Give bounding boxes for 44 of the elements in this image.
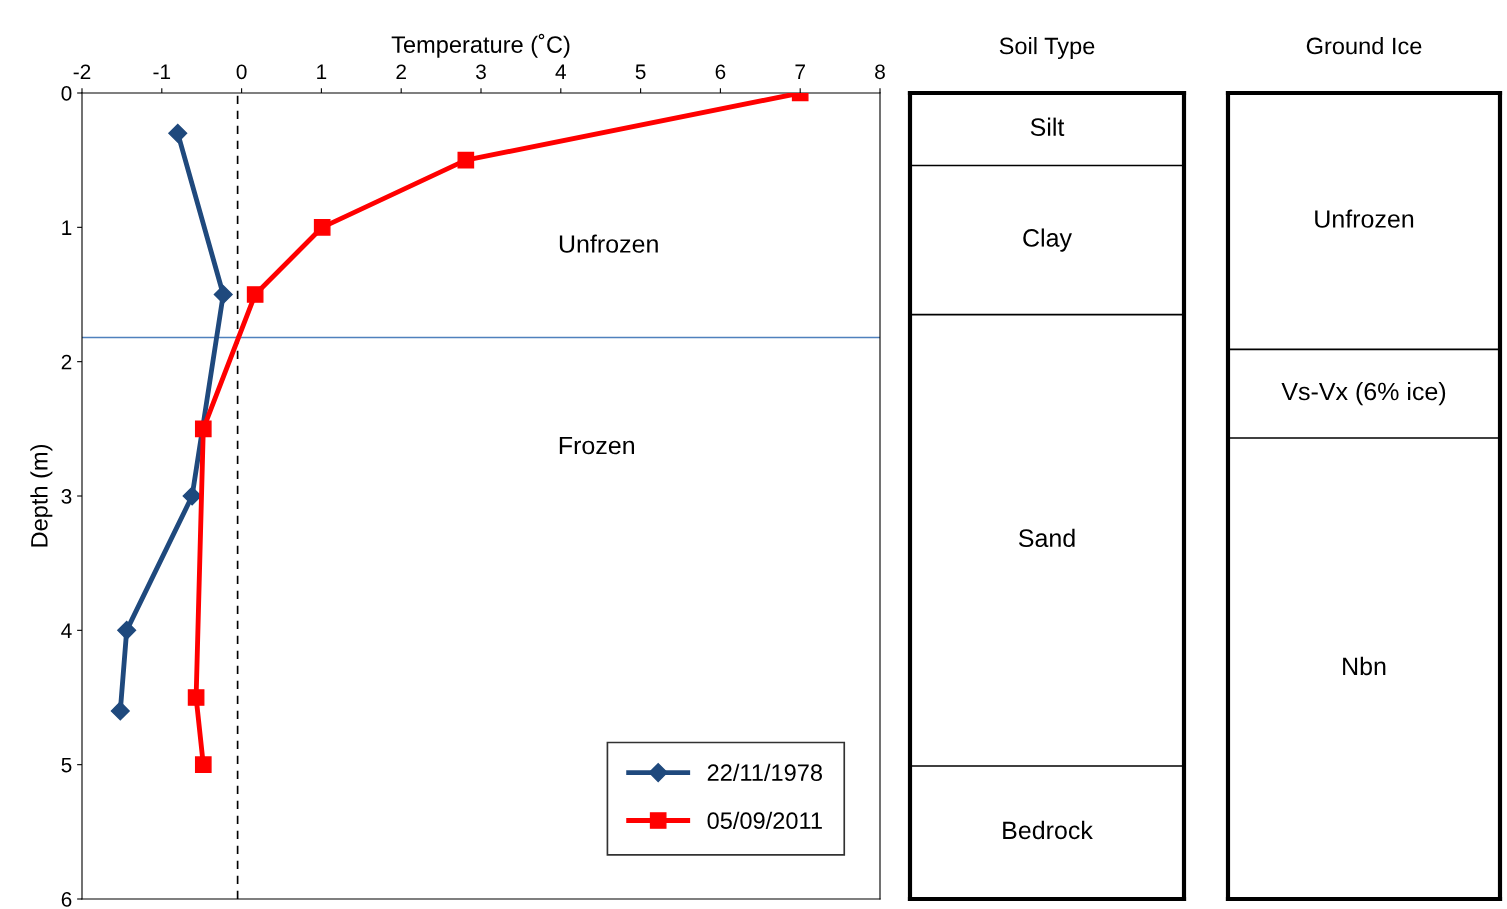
text: Soil Type bbox=[999, 37, 1095, 60]
x-tick-label: -1 bbox=[153, 64, 171, 79]
annotation: Unfrozen bbox=[559, 234, 658, 253]
annotation: Frozen bbox=[559, 436, 634, 455]
x-tick-label: 2 bbox=[396, 64, 406, 79]
x-tick-label: 7 bbox=[795, 64, 805, 79]
y-tick-label: 0 bbox=[61, 86, 72, 101]
legend-label: 05/09/2011 bbox=[707, 811, 822, 830]
point bbox=[168, 123, 188, 143]
point bbox=[182, 486, 202, 506]
y-tick-label: 5 bbox=[61, 757, 72, 773]
y-tick-label: 2 bbox=[61, 354, 72, 370]
text: Nbn bbox=[1343, 656, 1386, 676]
point bbox=[117, 620, 137, 640]
x-tick-label: 5 bbox=[635, 64, 646, 80]
point bbox=[110, 701, 130, 721]
x-tick-label: 1 bbox=[317, 64, 327, 79]
y-tick-label: 3 bbox=[61, 489, 72, 504]
x-tick-label: -2 bbox=[73, 64, 91, 79]
x-tick-label: 3 bbox=[476, 64, 486, 80]
text: Vs-Vx (6% ice) bbox=[1281, 381, 1446, 406]
y-axis-title: Depth (m) bbox=[30, 444, 53, 547]
text: Clay bbox=[1023, 228, 1072, 252]
point bbox=[313, 218, 331, 236]
y-tick-label: 6 bbox=[61, 892, 72, 907]
text: Unfrozen bbox=[1315, 209, 1414, 228]
text: Silt bbox=[1030, 117, 1065, 136]
point bbox=[457, 151, 475, 169]
legend-label: 22/11/1978 bbox=[707, 763, 822, 782]
text: Ground Ice bbox=[1306, 37, 1422, 55]
y-tick-label: 1 bbox=[62, 220, 72, 235]
text: Sand bbox=[1018, 528, 1075, 548]
point bbox=[187, 689, 205, 706]
x-tick-label: 6 bbox=[715, 64, 726, 80]
x-tick-label: 8 bbox=[875, 64, 885, 80]
point bbox=[246, 286, 264, 303]
point bbox=[194, 756, 212, 774]
x-axis-title: Temperature (˚C) bbox=[391, 33, 570, 58]
point bbox=[213, 284, 233, 305]
text: Bedrock bbox=[1003, 820, 1093, 840]
x-tick-label: 0 bbox=[236, 64, 247, 80]
y-tick-label: 4 bbox=[61, 623, 72, 638]
point bbox=[194, 420, 212, 438]
x-tick-label: 4 bbox=[555, 64, 566, 79]
